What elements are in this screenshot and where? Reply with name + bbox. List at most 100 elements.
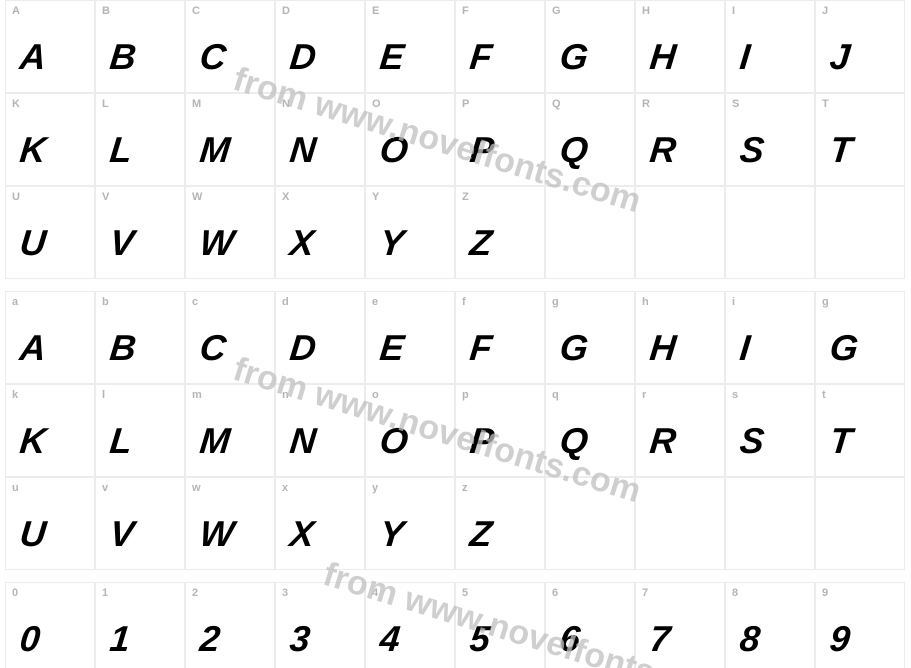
glyph-char: G: [558, 36, 589, 78]
glyph-label: f: [462, 296, 466, 308]
glyph-label: Q: [552, 98, 561, 110]
glyph-cell: rR: [635, 384, 725, 477]
glyph-label: g: [822, 296, 829, 308]
glyph-cell: eE: [365, 291, 455, 384]
glyph-char: Z: [468, 222, 493, 264]
glyph-label: 3: [282, 587, 288, 599]
glyph-cell-empty: [635, 186, 725, 279]
glyph-char: G: [828, 327, 859, 369]
glyph-cell: mM: [185, 384, 275, 477]
glyph-cell: PP: [455, 93, 545, 186]
glyph-cell-empty: [815, 477, 905, 570]
glyph-char: C: [198, 36, 227, 78]
glyph-label: k: [12, 389, 18, 401]
glyph-cell: zZ: [455, 477, 545, 570]
glyph-label: B: [102, 5, 110, 17]
glyph-cell: LL: [95, 93, 185, 186]
glyph-cell: 55: [455, 582, 545, 668]
glyph-char: T: [828, 420, 853, 462]
glyph-char: Q: [558, 129, 589, 171]
glyph-label: K: [12, 98, 20, 110]
glyph-char: U: [18, 513, 47, 555]
glyph-label: o: [372, 389, 379, 401]
glyph-label: c: [192, 296, 198, 308]
glyph-label: Y: [372, 191, 379, 203]
glyph-label: y: [372, 482, 378, 494]
glyph-cell: VV: [95, 186, 185, 279]
glyph-label: R: [642, 98, 650, 110]
glyph-label: O: [372, 98, 381, 110]
glyph-label: I: [732, 5, 735, 17]
glyph-label: 5: [462, 587, 468, 599]
glyph-cell: TT: [815, 93, 905, 186]
glyph-cell: cC: [185, 291, 275, 384]
glyph-label: p: [462, 389, 469, 401]
glyph-label: 2: [192, 587, 198, 599]
glyph-char: X: [288, 222, 315, 264]
glyph-label: v: [102, 482, 108, 494]
glyph-label: a: [12, 296, 18, 308]
glyph-label: b: [102, 296, 109, 308]
glyph-char: K: [18, 129, 47, 171]
glyph-char: E: [378, 327, 405, 369]
glyph-char: S: [738, 129, 765, 171]
glyph-cell: 66: [545, 582, 635, 668]
glyph-cell-empty: [635, 477, 725, 570]
glyph-char: D: [288, 36, 317, 78]
glyph-char: N: [288, 420, 317, 462]
glyph-char: K: [18, 420, 47, 462]
glyph-char: H: [648, 36, 677, 78]
glyph-char: Y: [378, 513, 405, 555]
glyph-cell: vV: [95, 477, 185, 570]
glyph-label: n: [282, 389, 289, 401]
glyph-char: A: [18, 36, 47, 78]
glyph-cell: QQ: [545, 93, 635, 186]
glyph-grid: aAbBcCdDeEfFgGhHiIgGkKlLmMnNoOpPqQrRsStT…: [5, 291, 905, 570]
glyph-cell: EE: [365, 0, 455, 93]
glyph-cell: XX: [275, 186, 365, 279]
glyph-cell: xX: [275, 477, 365, 570]
glyph-char: O: [378, 420, 409, 462]
glyph-cell: oO: [365, 384, 455, 477]
glyph-char: 1: [108, 618, 131, 660]
glyph-cell: OO: [365, 93, 455, 186]
glyph-cell: GG: [545, 0, 635, 93]
glyph-char: B: [108, 36, 137, 78]
glyph-char: H: [648, 327, 677, 369]
glyph-label: r: [642, 389, 646, 401]
glyph-label: N: [282, 98, 290, 110]
glyph-label: z: [462, 482, 468, 494]
glyph-char: A: [18, 327, 47, 369]
glyph-label: d: [282, 296, 289, 308]
glyph-cell: bB: [95, 291, 185, 384]
glyph-cell: yY: [365, 477, 455, 570]
glyph-char: R: [648, 129, 677, 171]
glyph-label: F: [462, 5, 469, 17]
glyph-label: 6: [552, 587, 558, 599]
glyph-cell: JJ: [815, 0, 905, 93]
glyph-cell: KK: [5, 93, 95, 186]
glyph-cell: RR: [635, 93, 725, 186]
glyph-char: U: [18, 222, 47, 264]
glyph-label: M: [192, 98, 201, 110]
glyph-cell: 22: [185, 582, 275, 668]
glyph-char: 0: [18, 618, 41, 660]
glyph-char: Z: [468, 513, 493, 555]
glyph-char: J: [828, 36, 851, 78]
glyph-char: I: [738, 327, 751, 369]
glyph-label: 4: [372, 587, 378, 599]
glyph-label: J: [822, 5, 828, 17]
glyph-label: 1: [102, 587, 108, 599]
glyph-label: W: [192, 191, 202, 203]
glyph-label: 9: [822, 587, 828, 599]
glyph-cell: 44: [365, 582, 455, 668]
glyph-label: E: [372, 5, 379, 17]
glyph-char: P: [468, 129, 495, 171]
glyph-cell: kK: [5, 384, 95, 477]
section-spacer: [0, 570, 911, 582]
glyph-cell: ZZ: [455, 186, 545, 279]
glyph-cell: 00: [5, 582, 95, 668]
glyph-cell: iI: [725, 291, 815, 384]
glyph-label: V: [102, 191, 109, 203]
glyph-char: 6: [558, 618, 581, 660]
